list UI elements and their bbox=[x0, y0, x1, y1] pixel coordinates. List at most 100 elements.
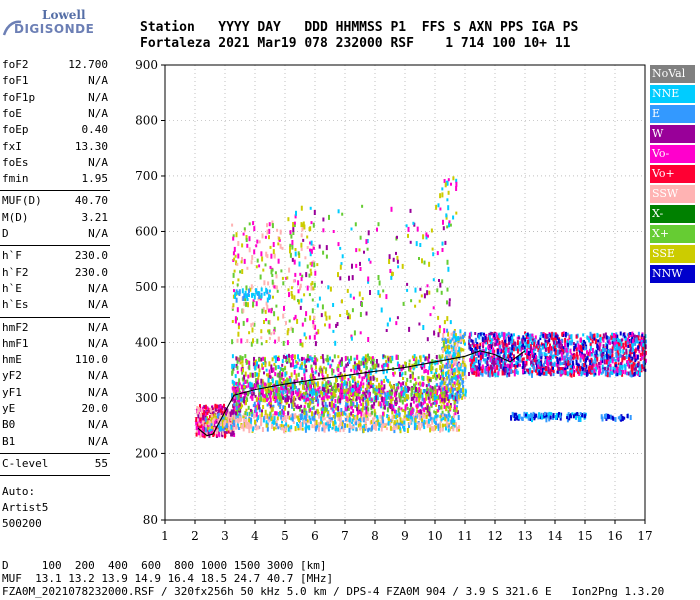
echo-point bbox=[413, 383, 415, 387]
echo-point bbox=[514, 365, 517, 369]
echo-point bbox=[248, 386, 251, 390]
echo-point bbox=[212, 418, 215, 422]
echo-point bbox=[524, 341, 527, 345]
echo-point bbox=[275, 304, 278, 308]
echo-point bbox=[426, 387, 429, 392]
echo-point bbox=[303, 372, 306, 376]
echo-point bbox=[563, 370, 566, 375]
echo-point bbox=[225, 412, 227, 417]
echo-point bbox=[309, 383, 312, 389]
echo-point bbox=[358, 364, 361, 370]
echo-point bbox=[397, 425, 400, 430]
echo-point bbox=[303, 411, 306, 416]
echo-point bbox=[235, 381, 238, 385]
echo-point bbox=[276, 416, 279, 421]
echo-point bbox=[415, 404, 418, 408]
echo-point bbox=[331, 371, 334, 376]
echo-point bbox=[219, 416, 221, 420]
echo-point bbox=[309, 408, 312, 412]
echo-point bbox=[280, 424, 283, 427]
echo-point bbox=[196, 410, 199, 416]
echo-point bbox=[531, 372, 533, 378]
echo-point bbox=[293, 365, 296, 369]
echo-point bbox=[370, 385, 373, 388]
echo-point bbox=[459, 394, 462, 398]
echo-point bbox=[210, 427, 213, 431]
echo-point bbox=[596, 332, 599, 338]
echo-point bbox=[285, 422, 288, 428]
echo-point bbox=[408, 408, 411, 412]
echo-point bbox=[389, 356, 392, 362]
echo-point bbox=[559, 358, 562, 364]
echo-point bbox=[414, 393, 417, 396]
echo-point bbox=[401, 399, 404, 405]
echo-point bbox=[606, 344, 609, 350]
echo-point bbox=[564, 364, 567, 368]
echo-point bbox=[235, 406, 238, 410]
echo-point bbox=[556, 356, 559, 362]
echo-point bbox=[455, 407, 458, 413]
echo-point bbox=[435, 396, 438, 400]
echo-point bbox=[264, 263, 267, 267]
echo-point bbox=[354, 405, 357, 408]
echo-point bbox=[365, 390, 368, 394]
echo-point bbox=[258, 357, 261, 361]
echo-point bbox=[558, 412, 561, 418]
echo-point bbox=[524, 351, 527, 355]
echo-point bbox=[399, 428, 402, 434]
echo-point bbox=[321, 354, 324, 360]
echo-point bbox=[461, 364, 464, 368]
echo-point bbox=[581, 354, 584, 360]
echo-point bbox=[432, 426, 435, 432]
echo-point bbox=[240, 384, 243, 390]
echo-point bbox=[411, 407, 414, 412]
echo-point bbox=[589, 348, 591, 354]
echo-point bbox=[544, 411, 546, 416]
echo-point bbox=[628, 363, 631, 369]
echo-point bbox=[441, 387, 444, 392]
echo-point bbox=[353, 361, 356, 365]
echo-point bbox=[398, 411, 401, 417]
echo-point bbox=[450, 332, 453, 336]
echo-point bbox=[399, 417, 402, 423]
echo-point bbox=[367, 373, 370, 379]
echo-point bbox=[568, 415, 571, 421]
echo-point bbox=[246, 266, 249, 270]
echo-point bbox=[307, 358, 310, 362]
echo-point bbox=[302, 221, 305, 225]
echo-point bbox=[296, 388, 299, 392]
echo-point bbox=[609, 415, 612, 419]
echo-point bbox=[632, 361, 635, 367]
echo-point bbox=[237, 403, 240, 406]
echo-point bbox=[452, 383, 455, 387]
echo-point bbox=[262, 393, 265, 398]
echo-point bbox=[279, 229, 282, 235]
echo-point bbox=[599, 360, 602, 365]
echo-point bbox=[232, 272, 235, 278]
echo-point bbox=[485, 337, 488, 342]
echo-point bbox=[206, 406, 209, 410]
echo-point bbox=[251, 391, 254, 397]
echo-point bbox=[459, 329, 462, 334]
echo-point bbox=[554, 350, 557, 355]
echo-point bbox=[445, 425, 447, 431]
echo-point bbox=[635, 363, 638, 367]
echo-point bbox=[264, 235, 267, 239]
echo-point bbox=[393, 414, 396, 419]
echo-point bbox=[472, 361, 475, 365]
echo-point bbox=[586, 350, 588, 355]
echo-point bbox=[569, 369, 572, 375]
echo-point bbox=[446, 363, 449, 369]
echo-point bbox=[420, 422, 423, 428]
echo-point bbox=[617, 416, 620, 420]
echo-point bbox=[565, 347, 568, 353]
echo-point bbox=[388, 389, 391, 395]
echo-point bbox=[245, 285, 248, 291]
echo-point bbox=[266, 304, 269, 310]
echo-point bbox=[610, 371, 613, 375]
echo-point bbox=[360, 369, 363, 374]
echo-point bbox=[362, 428, 365, 433]
echo-point bbox=[431, 416, 434, 422]
echo-point bbox=[399, 426, 401, 431]
echo-point bbox=[272, 367, 275, 373]
